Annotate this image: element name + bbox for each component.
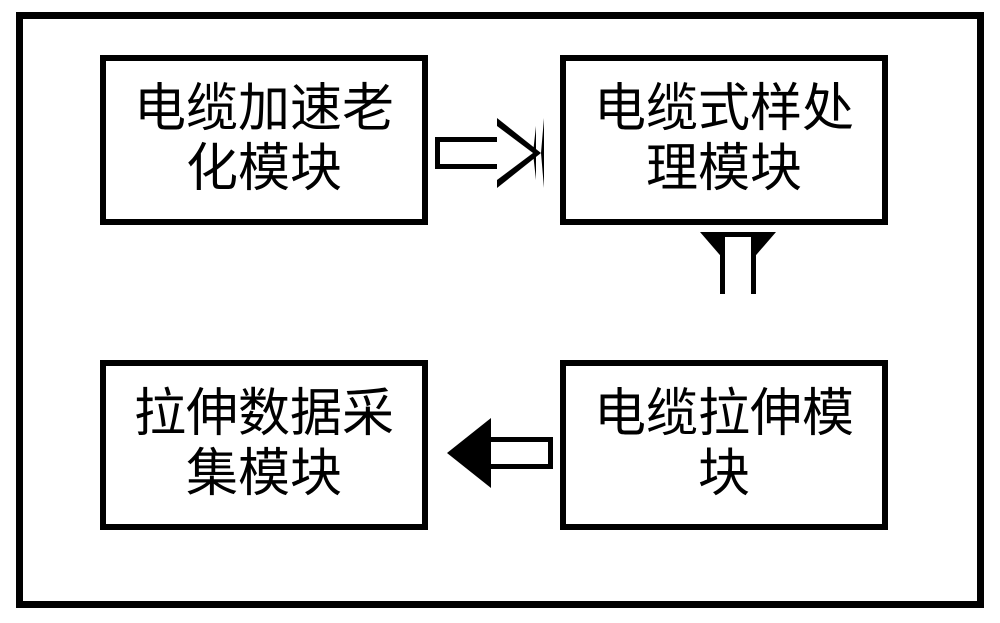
node-label: 拉伸数据采 集模块: [134, 385, 394, 505]
node-tension-data-collection-module: 拉伸数据采 集模块: [100, 360, 428, 530]
node-label: 电缆加速老 化模块: [134, 80, 394, 200]
arrow-box3-to-box4: [447, 418, 491, 542]
node-cable-sample-processing-module: 电缆式样处 理模块: [560, 55, 888, 225]
node-label: 电缆式样处 理模块: [594, 80, 854, 200]
node-cable-tension-module: 电缆拉伸模 块: [560, 360, 888, 530]
arrow-box2-to-box3: [700, 232, 776, 312]
node-cable-aging-module: 电缆加速老 化模块: [100, 55, 428, 225]
node-label: 电缆拉伸模 块: [594, 385, 854, 505]
